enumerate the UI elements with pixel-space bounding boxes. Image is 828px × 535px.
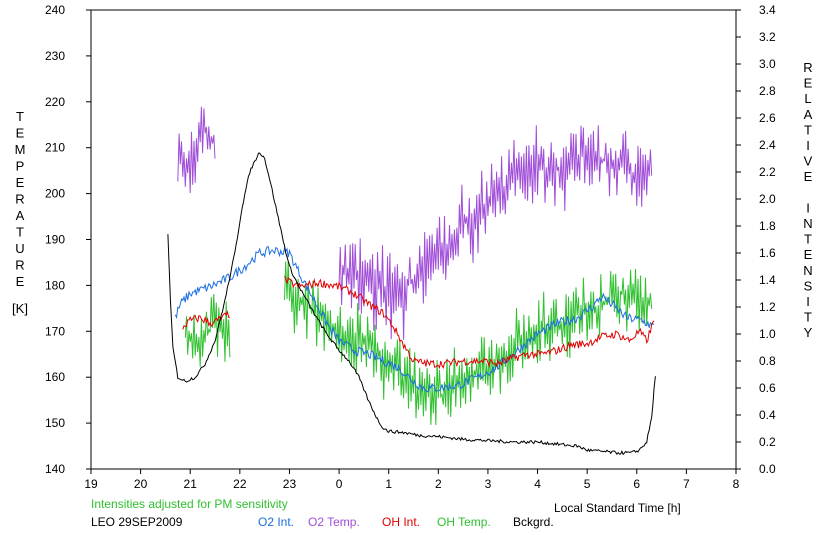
x-tick-label: 23 bbox=[283, 477, 297, 491]
y-left-label-letter: R bbox=[15, 258, 24, 273]
x-tick-label: 2 bbox=[435, 477, 442, 491]
series-line-o2-temp bbox=[177, 106, 216, 194]
x-axis-label: Local Standard Time [h] bbox=[554, 501, 681, 515]
legend-item: O2 Temp. bbox=[308, 515, 360, 529]
y-right-tick-label: 1.4 bbox=[759, 273, 776, 287]
y-right-label-letter: T bbox=[804, 310, 812, 325]
y-right-label-letter: V bbox=[804, 154, 813, 169]
y-right-label-letter: I bbox=[806, 138, 810, 153]
y-right-label-letter: I bbox=[806, 200, 810, 215]
series-line-oh-temp bbox=[184, 293, 231, 367]
y-right-label-letter: E bbox=[804, 76, 813, 91]
y-right-label-letter: I bbox=[806, 294, 810, 309]
y-right-tick-label: 1.8 bbox=[759, 219, 776, 233]
y-left-label-letter: U bbox=[15, 241, 24, 256]
y-right-label-letter: L bbox=[804, 91, 811, 106]
y-right-tick-label: 2.8 bbox=[759, 84, 776, 98]
y-right-label-letter: T bbox=[804, 232, 812, 247]
y-left-label-letter: P bbox=[16, 159, 25, 174]
x-tick-label: 7 bbox=[683, 477, 690, 491]
y-left-tick-label: 180 bbox=[45, 278, 65, 292]
y-right-tick-label: 0.0 bbox=[759, 462, 776, 476]
y-left-tick-label: 190 bbox=[45, 233, 65, 247]
plot-border bbox=[90, 9, 737, 470]
y-right-tick-label: 0.2 bbox=[759, 435, 776, 449]
y-right-tick-label: 2.4 bbox=[759, 138, 776, 152]
y-right-label-letter: E bbox=[804, 247, 813, 262]
y-left-label-letter: A bbox=[16, 208, 25, 223]
y-left-tick-label: 240 bbox=[45, 3, 65, 17]
x-tick-label: 3 bbox=[485, 477, 492, 491]
x-tick-label: 5 bbox=[584, 477, 591, 491]
y-right-tick-label: 2.6 bbox=[759, 111, 776, 125]
y-left-label-letter: E bbox=[16, 175, 25, 190]
series-layer bbox=[167, 106, 656, 456]
y-right-label-letter: S bbox=[804, 278, 813, 293]
y-left-tick-label: 230 bbox=[45, 49, 65, 63]
y-right-label-letter: T bbox=[804, 122, 812, 137]
y-right-label-letter: N bbox=[803, 263, 812, 278]
y-left-label-letter: E bbox=[16, 126, 25, 141]
series-line-oh-int bbox=[182, 310, 230, 330]
x-tick-label: 1 bbox=[385, 477, 392, 491]
y-right-tick-label: 3.4 bbox=[759, 3, 776, 17]
y-right-tick-label: 0.8 bbox=[759, 354, 776, 368]
legend-item: O2 Int. bbox=[258, 515, 294, 529]
y-left-tick-label: 220 bbox=[45, 95, 65, 109]
y-left-label-letter: T bbox=[16, 225, 24, 240]
series-line-bckgrd bbox=[167, 152, 656, 456]
axes-layer: 19 20 21 22 23 0 1 2 3 4 5 6 7 8140150160170180190200… bbox=[45, 3, 776, 491]
plot-frame bbox=[90, 9, 737, 470]
y-left-tick-label: 150 bbox=[45, 416, 65, 430]
y-left-tick-label: 170 bbox=[45, 324, 65, 338]
y-left-tick-label: 160 bbox=[45, 370, 65, 384]
y-right-tick-label: 3.2 bbox=[759, 30, 776, 44]
y-left-label-letter: E bbox=[16, 274, 25, 289]
x-tick-label: 0 bbox=[336, 477, 343, 491]
x-tick-label: 22 bbox=[233, 477, 247, 491]
pm-note: Intensities adjusted for PM sensitivity bbox=[91, 497, 288, 511]
y-left-label-letter: M bbox=[15, 142, 26, 157]
y-left-tick-label: 200 bbox=[45, 187, 65, 201]
x-tick-label: 20 bbox=[134, 477, 148, 491]
y-right-tick-label: 1.2 bbox=[759, 300, 776, 314]
y-left-tick-label: 140 bbox=[45, 462, 65, 476]
y-right-tick-label: 2.2 bbox=[759, 165, 776, 179]
legend-item: OH Temp. bbox=[437, 515, 491, 529]
y-left-tick-label: 210 bbox=[45, 141, 65, 155]
series-line-o2-int bbox=[174, 246, 655, 393]
y-right-tick-label: 1.0 bbox=[759, 327, 776, 341]
y-right-label-letter: A bbox=[804, 107, 813, 122]
y-right-label-letter: Y bbox=[804, 325, 813, 340]
x-tick-label: 6 bbox=[633, 477, 640, 491]
y-left-label-letter: T bbox=[16, 109, 24, 124]
y-left-label-letter: R bbox=[15, 192, 24, 207]
legend-item: Bckgrd. bbox=[513, 515, 554, 529]
x-tick-label: 19 bbox=[84, 477, 98, 491]
y-right-label-letter: R bbox=[803, 60, 812, 75]
x-tick-label: 8 bbox=[733, 477, 740, 491]
y-right-label-letter: N bbox=[803, 216, 812, 231]
station-date: LEO 29SEP2009 bbox=[91, 515, 183, 529]
y-right-tick-label: 0.4 bbox=[759, 408, 776, 422]
y-right-tick-label: 0.6 bbox=[759, 381, 776, 395]
x-tick-label: 21 bbox=[184, 477, 198, 491]
y-right-label-letter: E bbox=[804, 169, 813, 184]
y-right-tick-label: 1.6 bbox=[759, 246, 776, 260]
y-right-tick-label: 3.0 bbox=[759, 57, 776, 71]
series-line-o2-temp bbox=[338, 125, 653, 340]
legend-item: OH Int. bbox=[382, 515, 420, 529]
x-tick-label: 4 bbox=[534, 477, 541, 491]
y-left-unit: [K] bbox=[12, 301, 28, 316]
y-right-tick-label: 2.0 bbox=[759, 192, 776, 206]
series-line-oh-int bbox=[284, 275, 655, 370]
